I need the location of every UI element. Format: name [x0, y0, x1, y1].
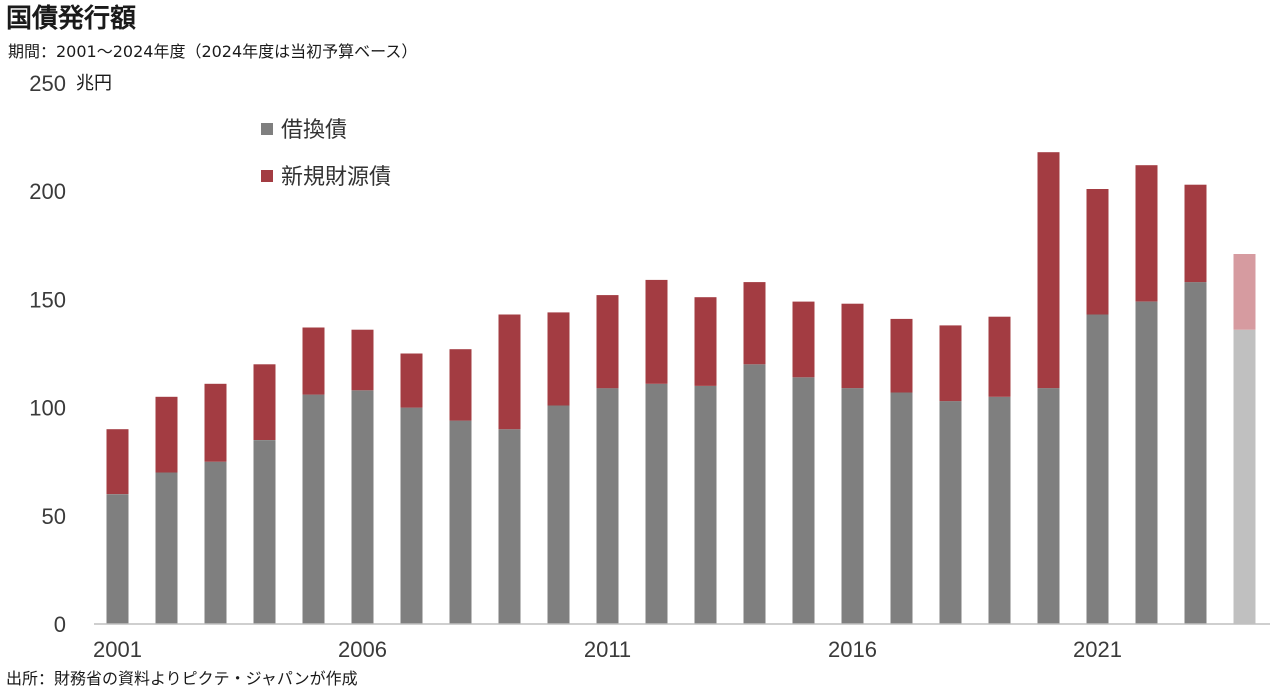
bar-segment: [253, 440, 276, 624]
bar-segment: [890, 392, 913, 624]
chart-title: 国債発行額: [6, 4, 137, 34]
y-axis-unit-label: 兆円: [76, 73, 112, 94]
bar-segment: [106, 429, 129, 495]
legend-label: 新規財源債: [281, 165, 391, 190]
bar-segment: [547, 312, 570, 406]
bar-segment: [743, 364, 766, 624]
bar-segment: [596, 295, 619, 389]
bar-segment: [792, 301, 815, 378]
bar-segment: [204, 383, 227, 462]
bar-segment: [939, 401, 962, 624]
y-tick-label: 0: [54, 612, 66, 637]
bar-segment: [1135, 301, 1158, 624]
x-tick-label: 2016: [828, 637, 877, 662]
bar-segment: [498, 429, 521, 624]
x-tick-label: 2021: [1073, 637, 1122, 662]
chart-subtitle: 期間：2001～2024年度（2024年度は当初予算ベース）: [8, 42, 418, 61]
bar-segment: [1037, 388, 1060, 624]
bar-segment: [400, 407, 423, 624]
bar-segment: [155, 472, 178, 624]
bar-segment: [1184, 184, 1207, 283]
bar-segment: [302, 394, 325, 624]
bar-segment: [302, 327, 325, 395]
bar-segment: [743, 282, 766, 365]
bar-segment: [1086, 189, 1109, 315]
x-tick-label: 2001: [93, 637, 142, 662]
bar-segment: [645, 383, 668, 624]
bar-segment: [351, 329, 374, 391]
bar-segment: [1037, 152, 1060, 389]
x-axis-ticks: 2001 2006 2011 2016 2021: [93, 637, 1122, 662]
bar-segment: [449, 420, 472, 624]
bar-segment: [890, 318, 913, 393]
bar-segment: [449, 349, 472, 421]
y-tick-label: 150: [29, 287, 66, 312]
y-tick-label: 50: [42, 504, 66, 529]
bar-segment: [792, 377, 815, 624]
bar-segment: [988, 316, 1011, 397]
bars: [106, 152, 1256, 624]
bar-segment: [1233, 329, 1256, 624]
bar-segment: [1135, 165, 1158, 302]
bar-segment: [1233, 254, 1256, 330]
bar-segment: [841, 388, 864, 624]
bar-segment: [253, 364, 276, 440]
bar-segment: [400, 353, 423, 408]
bar-segment: [1086, 314, 1109, 624]
x-tick-label: 2011: [584, 637, 631, 662]
bar-segment: [351, 390, 374, 624]
bar-segment: [155, 396, 178, 473]
bar-segment: [498, 314, 521, 430]
y-tick-label: 250: [29, 71, 66, 96]
bar-segment: [988, 396, 1011, 624]
legend-label: 借換債: [281, 118, 347, 143]
bar-segment: [204, 461, 227, 624]
bar-segment: [939, 325, 962, 402]
bar-segment: [106, 494, 129, 624]
y-tick-label: 100: [29, 396, 66, 421]
legend-swatch: [261, 123, 273, 135]
x-tick-label: 2006: [338, 637, 387, 662]
source-note: 出所：財務省の資料よりピクテ・ジャパンが作成: [6, 669, 358, 688]
bar-segment: [694, 297, 717, 386]
bar-segment: [596, 388, 619, 624]
legend-swatch: [261, 170, 273, 182]
bar-segment: [694, 386, 717, 624]
bar-segment: [645, 279, 668, 384]
bar-segment: [841, 303, 864, 389]
y-axis-ticks: 0 50 100 150 200 250: [29, 71, 66, 637]
bar-segment: [1184, 282, 1207, 624]
bar-segment: [547, 405, 570, 624]
y-tick-label: 200: [29, 179, 66, 204]
